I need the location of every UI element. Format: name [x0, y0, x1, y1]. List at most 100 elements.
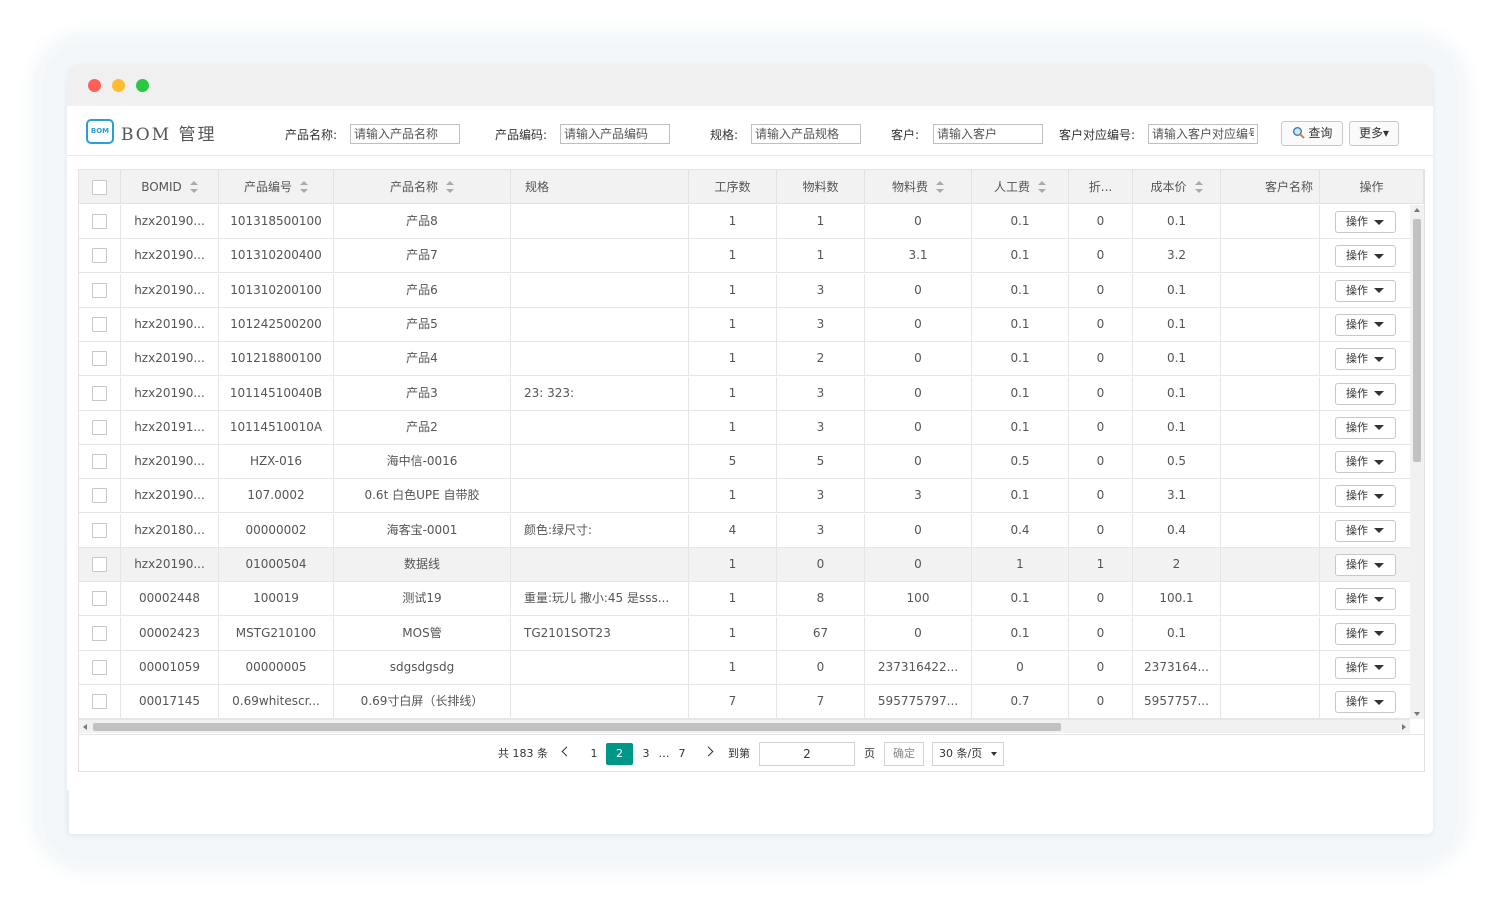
scroll-right-icon[interactable] [1402, 724, 1406, 730]
row-action-button[interactable]: 操作 [1334, 485, 1396, 508]
row-action-button[interactable]: 操作 [1334, 348, 1396, 371]
column-header-9[interactable]: 成本价 [1133, 170, 1221, 204]
page-2-current[interactable]: 2 [606, 743, 633, 765]
row-action-button[interactable]: 操作 [1334, 382, 1396, 405]
row-action-button[interactable]: 操作 [1334, 245, 1396, 268]
row-checkbox[interactable] [92, 522, 107, 538]
customer-code-input[interactable] [1148, 124, 1258, 144]
row-checkbox-cell [79, 342, 121, 377]
sort-icon[interactable] [1194, 180, 1203, 193]
row-checkbox[interactable] [92, 351, 107, 367]
row-checkbox[interactable] [92, 591, 107, 607]
row-action-button[interactable]: 操作 [1334, 588, 1396, 611]
column-header-5[interactable]: 物料数 [777, 170, 865, 204]
table-row[interactable]: hzx20190... 01000504 数据线 1 0 0 1 1 2 操作 [79, 548, 1410, 582]
row-checkbox[interactable] [92, 454, 107, 470]
table-row[interactable]: hzx20190... 10114510040B 产品3 23: 323: 1 3 0 0.1… [79, 376, 1410, 411]
table-row[interactable]: hzx20190... 101310200400 产品7 1 1 3.1 0.1 0 3.2 操作 [79, 239, 1410, 274]
row-action-button[interactable]: 操作 [1334, 211, 1396, 233]
row-action-button[interactable]: 操作 [1334, 313, 1396, 336]
column-header-4[interactable]: 工序数 [689, 170, 777, 204]
row-checkbox[interactable] [92, 694, 107, 710]
row-action-button[interactable]: 操作 [1334, 656, 1396, 679]
row-checkbox[interactable] [92, 625, 107, 641]
more-button[interactable]: 更多▾ [1349, 121, 1399, 146]
column-header-11[interactable]: 操作 [1320, 170, 1424, 204]
next-page-icon[interactable] [703, 746, 714, 757]
row-checkbox[interactable] [92, 385, 107, 401]
cell-5: 8 [777, 582, 865, 617]
row-checkbox[interactable] [92, 488, 107, 504]
row-action-button[interactable]: 操作 [1334, 554, 1396, 576]
select-all-checkbox[interactable] [92, 180, 107, 195]
table-row[interactable]: hzx20190... 107.0002 0.6t 白色UPE 自带胶 1 3 3 0.1 0… [79, 479, 1410, 514]
page-3[interactable]: 3 [642, 747, 650, 760]
query-button[interactable]: 查询 [1281, 121, 1343, 146]
row-action-button[interactable]: 操作 [1334, 416, 1396, 439]
vertical-scrollbar[interactable] [1410, 205, 1424, 719]
page-size-select[interactable]: 30 条/页 [932, 742, 1004, 766]
table-row[interactable]: hzx20190... 101310200100 产品6 1 3 0 0.1 0 0.1 操作 [79, 273, 1410, 308]
customer-input[interactable] [933, 124, 1043, 144]
sort-icon[interactable] [300, 180, 308, 193]
column-header-10[interactable]: 客户名称 [1221, 170, 1320, 204]
table-row[interactable]: hzx20191... 10114510010A 产品2 1 3 0 0.1 0 0.1 操作 [79, 410, 1410, 445]
minimize-window-button[interactable] [112, 79, 125, 92]
column-header-7[interactable]: 人工费 [972, 170, 1069, 204]
table-row[interactable]: hzx20190... 101318500100 产品8 1 1 0 0.1 0 0.1 操作 [79, 205, 1410, 239]
row-action-button[interactable]: 操作 [1334, 279, 1396, 302]
row-action-button[interactable]: 操作 [1334, 622, 1396, 645]
scroll-down-icon[interactable] [1414, 712, 1420, 716]
row-action-button[interactable]: 操作 [1334, 691, 1396, 714]
action-cell: 操作 [1320, 479, 1410, 513]
cell-9: 2 [1133, 548, 1221, 582]
row-checkbox[interactable] [92, 419, 107, 435]
maximize-window-button[interactable] [136, 79, 149, 92]
page-1[interactable]: 1 [590, 747, 598, 760]
product-name-input[interactable] [350, 124, 460, 144]
column-header-6[interactable]: 物料费 [865, 170, 972, 204]
sort-icon[interactable] [936, 180, 944, 193]
table-row[interactable]: 00017145 0.69whitescr... 0.69寸白屏（长排线） 7 7 595… [79, 685, 1410, 719]
bom-table: BOMID 产品编号 产品名称 规格 工序数 物料数 物料费 人工费 折... 成本价 客户名称 操作… [78, 169, 1425, 772]
caret-down-icon [1374, 631, 1384, 637]
row-checkbox[interactable] [92, 214, 107, 229]
sort-icon[interactable] [446, 180, 454, 193]
column-header-8[interactable]: 折... [1069, 170, 1133, 204]
table-row[interactable]: hzx20190... 101242500200 产品5 1 3 0 0.1 0 0.1 操作 [79, 307, 1410, 342]
page-7[interactable]: 7 [678, 747, 686, 760]
column-header-0[interactable]: BOMID [121, 170, 219, 204]
sort-icon[interactable] [189, 180, 198, 193]
column-header-1[interactable]: 产品编号 [219, 170, 334, 204]
vertical-scroll-thumb[interactable] [1413, 219, 1421, 462]
close-window-button[interactable] [88, 79, 101, 92]
scroll-up-icon[interactable] [1414, 208, 1420, 212]
prev-page-icon[interactable] [561, 746, 572, 757]
table-row[interactable]: hzx20190... 101218800100 产品4 1 2 0 0.1 0 0.1 操作 [79, 342, 1410, 377]
table-row[interactable]: 00002448 100019 测试19 重量:玩儿 撒小:45 是sss... 1 8 1… [79, 582, 1410, 617]
sort-icon[interactable] [1038, 180, 1046, 193]
table-row[interactable]: 00002423 MSTG210100 MOS管 TG2101SOT23 1 67 0 0.1… [79, 616, 1410, 651]
column-header-2[interactable]: 产品名称 [334, 170, 511, 204]
row-action-button[interactable]: 操作 [1334, 451, 1396, 474]
row-action-label: 操作 [1346, 695, 1368, 709]
column-header-3[interactable]: 规格 [511, 170, 689, 204]
row-action-button[interactable]: 操作 [1334, 519, 1396, 542]
cell-7: 0.5 [972, 445, 1069, 480]
horizontal-scrollbar[interactable] [79, 719, 1410, 733]
table-row[interactable]: hzx20190... HZX-016 海中信-0016 5 5 0 0.5 0 0.5 操作 [79, 445, 1410, 480]
row-checkbox[interactable] [92, 248, 107, 264]
row-checkbox[interactable] [92, 557, 107, 572]
horizontal-scroll-thumb[interactable] [93, 723, 1061, 731]
cell-8: 0 [1069, 479, 1133, 514]
goto-confirm-button[interactable]: 确定 [884, 742, 924, 766]
row-checkbox[interactable] [92, 659, 107, 675]
spec-input[interactable] [751, 124, 861, 144]
goto-page-input[interactable] [759, 742, 855, 766]
table-row[interactable]: 00001059 00000005 sdgsdgsdg 1 0 237316422... 0… [79, 650, 1410, 685]
table-row[interactable]: hzx20180... 00000002 海客宝-0001 颜色:绿尺寸: 4 3 0 0.4… [79, 513, 1410, 548]
scroll-left-icon[interactable] [83, 724, 87, 730]
product-code-input[interactable] [560, 124, 670, 144]
row-checkbox[interactable] [92, 316, 107, 332]
row-checkbox[interactable] [92, 282, 107, 298]
